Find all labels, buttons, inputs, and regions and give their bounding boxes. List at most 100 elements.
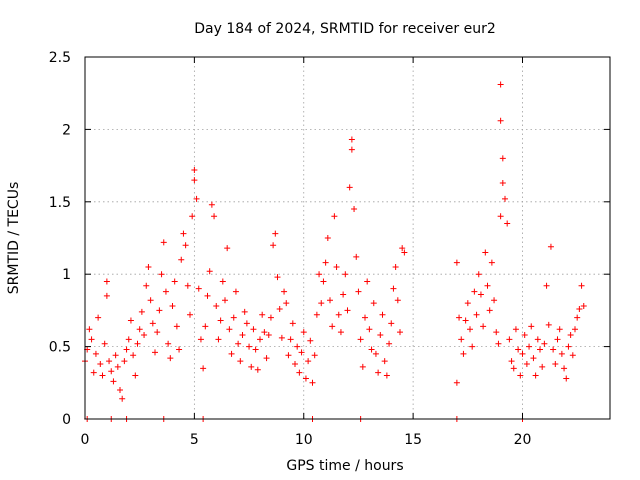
data-point	[208, 201, 215, 208]
data-point	[379, 311, 386, 318]
data-point	[499, 155, 506, 162]
data-point	[346, 184, 353, 191]
data-point	[226, 326, 233, 333]
data-point	[390, 285, 397, 292]
data-point	[250, 326, 257, 333]
data-point	[187, 311, 193, 318]
data-point	[528, 323, 535, 330]
data-point	[539, 363, 546, 370]
data-point	[375, 369, 382, 376]
data-point	[497, 213, 504, 220]
data-point	[508, 358, 515, 365]
data-point	[202, 323, 209, 330]
data-point	[534, 336, 541, 343]
data-point	[125, 336, 132, 343]
data-point	[171, 278, 178, 285]
data-point	[204, 292, 211, 299]
data-point	[578, 282, 585, 289]
data-point	[173, 323, 180, 330]
data-point	[530, 355, 537, 362]
data-point	[101, 340, 108, 347]
data-point	[497, 81, 504, 88]
data-point	[274, 274, 281, 281]
data-point	[357, 336, 364, 343]
data-point	[486, 307, 493, 314]
data-point	[364, 278, 371, 285]
data-point	[368, 346, 375, 353]
data-point	[145, 263, 152, 270]
data-point	[241, 308, 248, 315]
x-tick-label: 0	[81, 432, 90, 448]
data-point	[556, 326, 563, 333]
data-point	[558, 350, 565, 357]
data-point	[232, 288, 239, 295]
data-point	[191, 177, 198, 184]
data-point	[567, 332, 574, 339]
data-point	[162, 288, 169, 295]
data-point	[276, 305, 283, 312]
data-point	[517, 372, 524, 379]
data-point	[230, 314, 237, 321]
data-point	[285, 352, 292, 359]
data-point	[512, 326, 519, 333]
data-point	[311, 352, 318, 359]
data-point	[195, 285, 202, 292]
data-point	[394, 297, 401, 304]
data-point	[318, 300, 325, 307]
data-point	[184, 282, 191, 289]
data-point	[499, 179, 506, 186]
data-point	[114, 363, 121, 370]
data-point	[248, 363, 255, 370]
data-point	[381, 358, 388, 365]
data-point	[495, 340, 502, 347]
data-point	[136, 326, 143, 333]
data-point	[294, 343, 301, 350]
data-point	[305, 358, 312, 365]
data-point	[322, 259, 329, 266]
y-tick-label: 0	[62, 412, 71, 428]
data-point	[327, 297, 333, 304]
data-point	[167, 355, 174, 362]
data-point	[235, 340, 242, 347]
data-point	[243, 320, 250, 327]
x-tick-label: 10	[295, 432, 313, 448]
data-point	[397, 329, 403, 336]
data-point	[254, 366, 261, 373]
plot-frame	[84, 56, 611, 420]
data-point	[281, 288, 288, 295]
data-point	[270, 242, 277, 249]
data-point	[523, 360, 530, 367]
data-point	[141, 332, 148, 339]
data-point	[467, 326, 473, 333]
data-point	[563, 375, 570, 382]
data-point	[217, 317, 224, 324]
data-point	[158, 271, 165, 278]
data-point	[152, 349, 158, 356]
grid-lines	[85, 57, 610, 419]
data-point	[313, 311, 320, 318]
data-point	[193, 195, 200, 202]
data-point	[289, 320, 296, 327]
data-point	[92, 350, 99, 357]
data-point	[370, 300, 377, 307]
data-point	[138, 308, 145, 315]
data-point	[561, 365, 568, 372]
data-point	[228, 350, 235, 357]
data-point	[324, 235, 331, 241]
chart-title: Day 184 of 2024, SRMTID for receiver eur…	[194, 21, 496, 37]
data-point	[504, 220, 511, 227]
y-axis-label: SRMTID / TECUs	[6, 182, 22, 295]
data-point	[316, 271, 323, 278]
data-point	[143, 282, 150, 289]
data-point	[300, 329, 307, 336]
data-point	[541, 340, 548, 347]
y-tick-label: 1.5	[49, 195, 71, 211]
data-point	[462, 317, 469, 324]
data-point	[473, 311, 480, 318]
data-point	[298, 349, 305, 356]
data-point	[103, 278, 110, 285]
data-point	[547, 243, 554, 250]
data-point	[491, 297, 498, 304]
